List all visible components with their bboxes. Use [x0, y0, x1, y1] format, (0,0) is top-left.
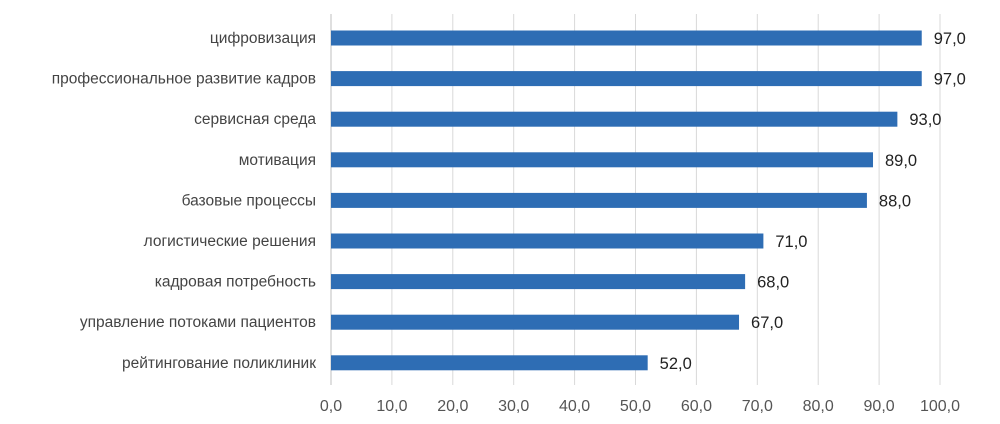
value-label-8: 67,0	[751, 314, 783, 332]
value-label-9: 52,0	[660, 355, 692, 373]
value-label-3: 93,0	[909, 111, 941, 129]
x-axis-tick-labels: 0,0 10,0 20,0 30,0 40,0 50,0 60,0 70,0 80,0 90,0 1…	[320, 398, 960, 415]
x-tick-label-10: 10,0	[376, 398, 407, 415]
x-tick-label-30: 30,0	[498, 398, 529, 415]
x-tick-label-20: 20,0	[437, 398, 468, 415]
value-label-7: 68,0	[757, 274, 789, 292]
x-tick-label-60: 60,0	[681, 398, 712, 415]
bars	[331, 30, 922, 371]
value-label-2: 97,0	[934, 71, 966, 89]
x-tick-label-40: 40,0	[559, 398, 590, 415]
value-label-4: 89,0	[885, 152, 917, 170]
category-label-9: рейтингование поликлиник	[122, 355, 316, 372]
x-tick-label-80: 80,0	[803, 398, 834, 415]
category-label-5: базовые процессы	[182, 192, 316, 209]
x-tick-label-50: 50,0	[620, 398, 651, 415]
category-label-8: управление потоками пациентов	[80, 314, 316, 331]
value-labels: 97,0 97,0 93,0 89,0 88,0 71,0 68,0 67,0 52,0	[660, 30, 966, 373]
category-labels: цифровизация профессиональное развитие ка…	[52, 30, 317, 372]
bar-6	[331, 233, 764, 249]
category-label-2: профессиональное развитие кадров	[52, 71, 316, 88]
bar-1	[331, 30, 922, 46]
value-label-6: 71,0	[775, 233, 807, 251]
bar-5	[331, 192, 867, 208]
category-label-6: логистические решения	[144, 233, 316, 250]
category-label-4: мотивация	[239, 152, 316, 169]
category-label-7: кадровая потребность	[155, 274, 316, 291]
x-tick-label-90: 90,0	[864, 398, 895, 415]
x-tick-label-70: 70,0	[742, 398, 773, 415]
bar-7	[331, 274, 746, 290]
bar-2	[331, 71, 922, 87]
value-label-1: 97,0	[934, 30, 966, 48]
x-tick-label-0: 0,0	[320, 398, 342, 415]
value-label-5: 88,0	[879, 192, 911, 210]
category-label-3: сервисная среда	[194, 111, 316, 128]
bar-8	[331, 314, 740, 330]
bar-9	[331, 355, 648, 371]
bar-3	[331, 111, 898, 127]
category-label-1: цифровизация	[210, 30, 316, 47]
x-tick-label-100: 100,0	[920, 398, 960, 415]
bar-4	[331, 152, 874, 168]
